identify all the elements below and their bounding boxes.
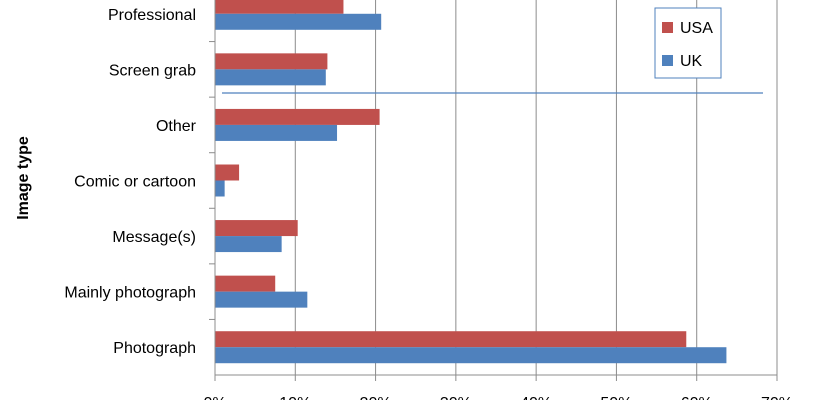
bar-uk-mainly-photograph <box>215 291 308 308</box>
category-label-photograph: Photograph <box>113 340 196 357</box>
category-label-professional: Professional <box>108 7 196 24</box>
category-label-mainly-photograph: Mainly photograph <box>64 285 196 302</box>
x-tick-label-30: 30% <box>440 395 472 400</box>
bar-uk-message-s <box>215 236 282 253</box>
labels: 0% 10% 20% 30% 40% 50% 60% 70% Professional Scree… <box>64 7 793 400</box>
bar-uk-screen-grab <box>215 69 326 86</box>
bar-usa-message-s <box>215 220 298 237</box>
bar-uk-photograph <box>215 347 727 364</box>
bar-usa-photograph <box>215 331 687 348</box>
bar-uk-other <box>215 124 338 141</box>
category-label-other: Other <box>156 118 197 135</box>
bar-usa-mainly-photograph <box>215 275 276 292</box>
bars <box>215 0 727 364</box>
bar-uk-professional <box>215 13 382 30</box>
category-label-screen-grab: Screen grab <box>109 62 196 79</box>
x-tick-label-50: 50% <box>600 395 632 400</box>
x-tick-label-60: 60% <box>681 395 713 400</box>
bar-usa-screen-grab <box>215 53 328 70</box>
bar-usa-comic-or-cartoon <box>215 164 240 181</box>
x-tick-label-40: 40% <box>520 395 552 400</box>
category-label-comic-or-cartoon: Comic or cartoon <box>74 174 196 191</box>
x-tick-label-20: 20% <box>360 395 392 400</box>
y-axis-title: Image type <box>15 136 32 220</box>
axes <box>209 0 778 381</box>
bar-uk-comic-or-cartoon <box>215 180 225 197</box>
legend-box <box>654 7 722 79</box>
legend: USA UK <box>654 7 722 79</box>
bar-usa-professional <box>215 0 344 14</box>
category-label-message-s: Message(s) <box>112 229 196 246</box>
legend-swatch-usa <box>662 22 673 33</box>
x-tick-label-0: 0% <box>203 395 226 400</box>
legend-swatch-uk <box>662 55 673 66</box>
legend-label-uk: UK <box>680 53 703 70</box>
x-tick-label-10: 10% <box>279 395 311 400</box>
x-tick-label-70: 70% <box>761 395 793 400</box>
bar-usa-other <box>215 108 380 125</box>
legend-label-usa: USA <box>680 20 713 37</box>
